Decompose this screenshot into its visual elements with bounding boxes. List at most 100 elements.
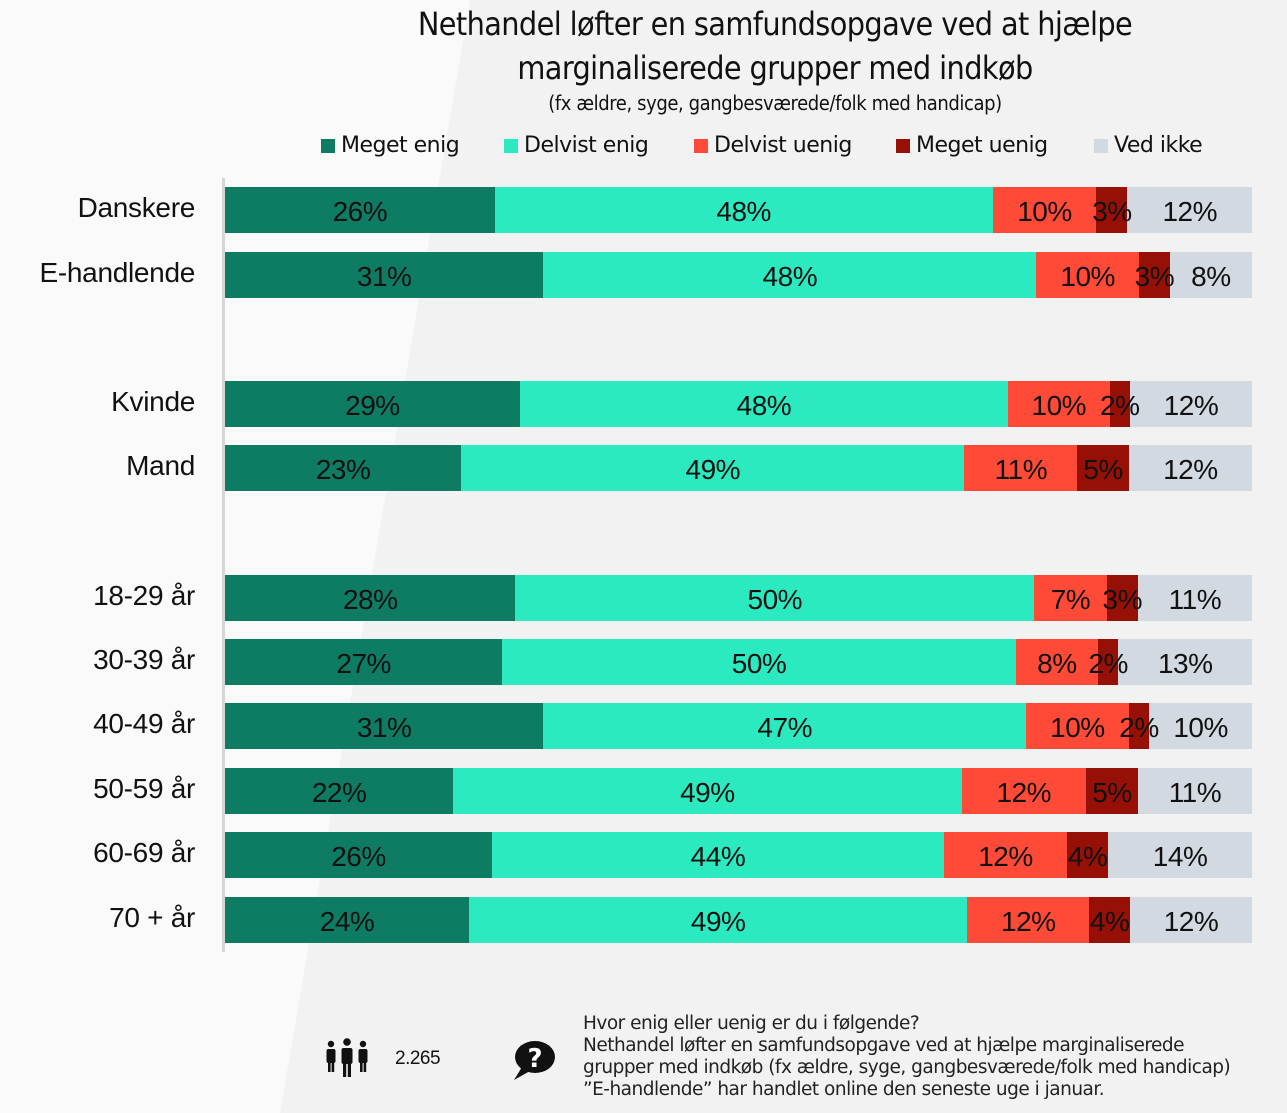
bar-row-mand: 23% 49% 11% 5% 12% (225, 445, 1252, 491)
data-label: 8% (1037, 648, 1077, 679)
bar-row-e-handlende: 31% 48% 10% 3% 8% (225, 252, 1252, 298)
category-label: 60-69 år (93, 837, 195, 868)
data-label: 10% (1060, 261, 1115, 292)
bar-segment-ved-ikke: 12% (1129, 381, 1252, 427)
data-label: 3% (1092, 196, 1132, 227)
bar-segment-ved-ikke: 12% (1129, 897, 1252, 943)
data-label: 2% (1100, 390, 1140, 421)
data-label: 3% (1102, 584, 1143, 615)
bar-segment-meget-uenig: 4% (1089, 897, 1130, 943)
data-label: 12% (1000, 906, 1056, 937)
legend-swatch (321, 138, 335, 153)
category-label: Danskere (77, 192, 196, 223)
legend-label: Delvist uenig (714, 133, 852, 158)
data-label: 12% (996, 777, 1052, 808)
bar-segment-delvist-enig: 49% (461, 445, 965, 491)
data-label: 10% (1173, 712, 1228, 743)
data-label: 22% (311, 777, 367, 808)
data-label: 12% (1163, 390, 1219, 421)
category-label: Kvinde (111, 386, 195, 417)
bar-segment-delvist-uenig: 12% (967, 897, 1090, 943)
data-label: 2% (1088, 648, 1128, 679)
bar-segment-meget-uenig: 3% (1103, 575, 1143, 621)
bar-segment-ved-ikke: 10% (1149, 703, 1252, 749)
data-label: 26% (332, 196, 388, 227)
category-label: E-handlende (39, 257, 196, 288)
bar-row-danskere: 26% 48% 10% 3% 12% (225, 187, 1252, 233)
data-label: 2% (1119, 712, 1159, 743)
data-label: 7% (1050, 584, 1091, 615)
bar-segment-delvist-uenig: 10% (1026, 703, 1129, 749)
bar-segment-delvist-enig: 50% (502, 639, 1016, 685)
data-label: 8% (1191, 261, 1231, 292)
svg-text:?: ? (527, 1044, 542, 1074)
data-label: 49% (680, 777, 735, 808)
data-label: 50% (731, 648, 787, 679)
legend-swatch (896, 138, 910, 153)
bar-segment-meget-uenig: 2% (1119, 703, 1159, 749)
bar-segment-meget-enig: 26% (225, 832, 493, 878)
legend-item-delvist-uenig: Delvist uenig (694, 133, 852, 158)
data-label: 12% (1163, 906, 1219, 937)
bar-row-50-59-r: 22% 49% 12% 5% 11% (225, 768, 1252, 814)
bar-segment-delvist-enig: 49% (453, 768, 962, 814)
bar-segment-ved-ikke: 12% (1127, 187, 1252, 233)
legend-label: Delvist enig (524, 133, 649, 158)
footer-note-line: ”E-handlende” har handlet online den sen… (583, 1079, 1105, 1100)
bar-segment-meget-enig: 31% (225, 252, 544, 298)
legend-swatch (504, 138, 518, 153)
bar-segment-ved-ikke: 11% (1137, 768, 1252, 814)
data-label: 11% (994, 454, 1048, 485)
bar-segment-meget-uenig: 3% (1092, 187, 1132, 233)
bar-segment-meget-uenig: 4% (1067, 832, 1109, 878)
bar-segment-ved-ikke: 13% (1118, 639, 1252, 685)
bar-segment-meget-enig: 24% (225, 897, 470, 943)
bar-segment-delvist-uenig: 10% (1036, 252, 1139, 298)
bar-segment-delvist-uenig: 7% (1034, 575, 1107, 621)
bar-segment-meget-enig: 27% (225, 639, 503, 685)
data-label: 10% (1050, 712, 1105, 743)
bar-segment-ved-ikke: 14% (1108, 832, 1252, 878)
bar-segment-delvist-uenig: 12% (943, 832, 1068, 878)
footer-note-line: Nethandel løfter en samfundsopgave ved a… (583, 1035, 1185, 1056)
data-label: 23% (315, 454, 371, 485)
bar-segment-meget-enig: 29% (225, 381, 520, 427)
legend-item-delvist-enig: Delvist enig (504, 133, 649, 158)
data-label: 11% (1168, 777, 1222, 808)
bar-segment-meget-uenig: 2% (1088, 639, 1128, 685)
data-label: 5% (1083, 454, 1123, 485)
category-label: 40-49 år (93, 708, 195, 739)
data-label: 12% (1162, 196, 1217, 227)
bar-segment-meget-uenig: 3% (1135, 252, 1175, 298)
bar-segment-delvist-uenig: 10% (992, 187, 1097, 233)
data-label: 11% (1168, 584, 1222, 615)
bar-row-kvinde: 29% 48% 10% 2% 12% (225, 381, 1252, 427)
y-axis-line (222, 178, 225, 952)
chart-title-line-1: Nethandel løfter en samfundsopgave ved a… (417, 5, 1133, 43)
bar-segment-delvist-uenig: 11% (964, 445, 1078, 491)
question-bubble-icon: ? (514, 1041, 555, 1080)
bar-segment-meget-uenig: 2% (1100, 381, 1140, 427)
data-label: 31% (356, 261, 412, 292)
data-label: 10% (1017, 196, 1072, 227)
bar-row-70-r: 24% 49% 12% 4% 12% (225, 897, 1252, 943)
data-label: 10% (1031, 390, 1087, 421)
chart-title-line-2: marginaliserede grupper med indkøb (517, 49, 1033, 87)
bar-segment-delvist-uenig: 12% (961, 768, 1087, 814)
data-label: 44% (690, 841, 746, 872)
bar-row-30-39-r: 27% 50% 8% 2% 13% (225, 639, 1252, 685)
bar-segment-delvist-uenig: 10% (1007, 381, 1110, 427)
data-label: 49% (690, 906, 746, 937)
bar-row-40-49-r: 31% 47% 10% 2% 10% (225, 703, 1252, 749)
data-label: 26% (331, 841, 386, 872)
legend-swatch (694, 138, 708, 153)
legend-swatch (1094, 138, 1108, 153)
legend-item-meget-enig: Meget enig (321, 133, 460, 158)
bar-segment-meget-uenig: 5% (1077, 445, 1129, 491)
bar-row-60-69-r: 26% 44% 12% 4% 14% (225, 832, 1252, 878)
data-label: 14% (1152, 841, 1208, 872)
bar-segment-delvist-enig: 47% (543, 703, 1027, 749)
legend-label: Ved ikke (1114, 133, 1203, 158)
bar-segment-delvist-enig: 49% (469, 897, 968, 943)
legend-item-meget-uenig: Meget uenig (896, 133, 1048, 158)
